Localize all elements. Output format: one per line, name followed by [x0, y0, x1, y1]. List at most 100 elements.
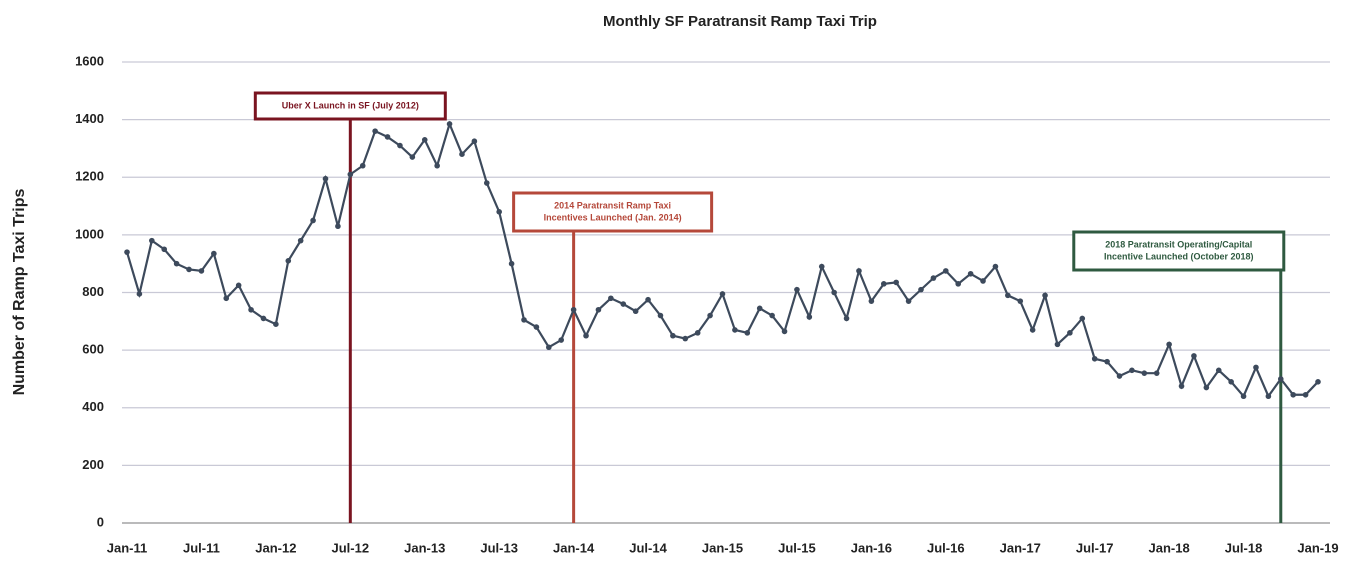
data-point: [1203, 384, 1210, 391]
data-point: [843, 315, 850, 322]
x-tick-label: Jul-11: [183, 540, 220, 555]
data-point: [707, 312, 713, 319]
data-point: [297, 237, 304, 244]
data-point: [1315, 379, 1321, 385]
data-point: [372, 128, 378, 134]
data-point: [521, 317, 527, 323]
data-point: [1253, 364, 1259, 371]
data-point: [1228, 379, 1234, 385]
data-point: [719, 291, 726, 297]
data-point: [868, 298, 875, 304]
data-point: [471, 138, 478, 145]
data-point: [335, 223, 341, 230]
x-tick-label: Jul-17: [1076, 540, 1114, 555]
x-tick-label: Jan-15: [702, 540, 743, 555]
x-tick-label: Jan-19: [1297, 540, 1338, 555]
data-point: [1178, 383, 1185, 389]
data-point: [1005, 292, 1011, 299]
annotation-box: [512, 191, 714, 233]
x-tick-label: Jul-15: [778, 540, 816, 555]
chart-title: Monthly SF Paratransit Ramp Taxi Trip: [603, 13, 877, 30]
data-point: [1029, 327, 1036, 333]
data-point: [347, 171, 354, 178]
data-point: [794, 286, 800, 293]
annotation-text: 2014 Paratransit Ramp Taxi: [554, 200, 671, 210]
data-point: [1265, 393, 1272, 400]
data-point: [670, 332, 676, 339]
data-point: [694, 330, 701, 336]
data-point: [955, 281, 962, 287]
data-point: [744, 330, 751, 336]
annotation-text: Incentive Launched (October 2018): [1104, 251, 1254, 261]
x-tick-label: Jul-12: [332, 540, 370, 555]
data-point: [1141, 370, 1148, 376]
data-point: [1129, 367, 1135, 374]
data-point: [781, 328, 788, 335]
data-point: [1067, 330, 1073, 336]
y-tick-label: 1000: [75, 226, 104, 241]
data-point: [459, 151, 465, 157]
annotation-box: [1072, 230, 1286, 272]
data-point: [856, 268, 862, 274]
data-point: [397, 142, 403, 149]
data-point: [992, 263, 999, 270]
data-point: [446, 121, 453, 127]
annotation-text: Incentives Launched (Jan. 2014): [544, 212, 682, 222]
data-point: [136, 291, 143, 297]
y-tick-label: 800: [82, 284, 104, 299]
data-point: [1302, 391, 1309, 398]
data-point: [620, 301, 627, 307]
data-point: [248, 306, 254, 313]
data-point: [1153, 370, 1160, 376]
y-tick-label: 1600: [75, 53, 104, 68]
data-point: [1290, 391, 1296, 398]
data-point: [310, 217, 316, 224]
y-tick-label: 1400: [75, 111, 104, 126]
data-point: [1042, 292, 1048, 299]
y-tick-label: 1200: [75, 169, 104, 184]
data-point: [980, 278, 986, 284]
data-point: [583, 332, 589, 339]
data-point: [769, 312, 775, 319]
data-point: [359, 162, 366, 169]
data-point: [260, 315, 267, 322]
data-point: [322, 175, 329, 182]
data-point: [918, 286, 924, 293]
data-point: [632, 308, 639, 315]
data-point: [1054, 341, 1061, 348]
x-tick-label: Jan-14: [553, 540, 595, 555]
data-point: [161, 246, 168, 253]
x-tick-label: Jan-16: [851, 540, 892, 555]
data-point: [905, 298, 912, 304]
y-tick-label: 200: [82, 457, 104, 472]
data-point: [409, 154, 416, 160]
data-point: [198, 268, 205, 274]
data-point: [173, 260, 180, 267]
x-tick-label: Jul-18: [1225, 540, 1263, 555]
data-point: [1104, 358, 1110, 365]
data-point: [1277, 376, 1284, 382]
x-tick-label: Jan-12: [255, 540, 296, 555]
y-axis-title: Number of Ramp Taxi Trips: [11, 188, 28, 395]
data-point: [384, 134, 391, 140]
data-point: [682, 335, 689, 342]
data-point: [657, 312, 664, 319]
x-tick-label: Jul-13: [480, 540, 518, 555]
annotation-text: 2018 Paratransit Operating/Capital: [1105, 239, 1252, 249]
data-point: [235, 282, 242, 289]
data-point: [483, 180, 490, 186]
data-point: [496, 209, 502, 215]
data-point: [1079, 315, 1086, 322]
x-tick-label: Jan-18: [1149, 540, 1190, 555]
data-point: [508, 260, 515, 267]
data-point: [533, 324, 540, 330]
data-point: [285, 258, 292, 264]
annotation-box: [253, 91, 447, 121]
data-point: [421, 136, 428, 143]
data-point: [149, 237, 155, 244]
y-tick-label: 0: [97, 514, 104, 529]
x-tick-label: Jul-14: [629, 540, 667, 555]
data-point: [818, 263, 825, 270]
y-tick-label: 400: [82, 399, 104, 414]
data-point: [223, 295, 230, 302]
